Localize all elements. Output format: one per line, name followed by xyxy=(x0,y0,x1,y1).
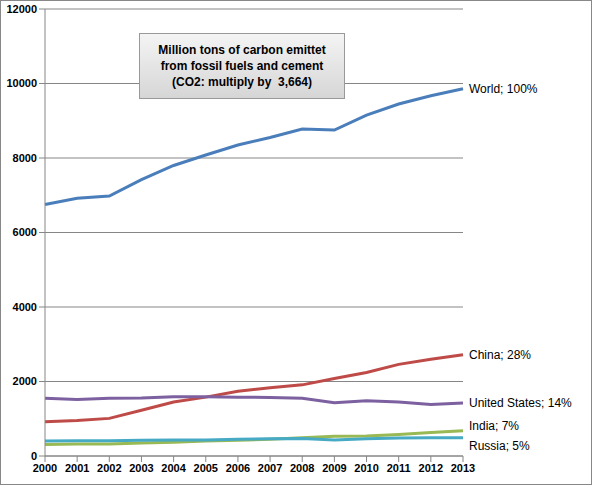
svg-text:India; 7%: India; 7% xyxy=(469,419,519,433)
svg-text:2006: 2006 xyxy=(226,462,250,474)
svg-text:0: 0 xyxy=(31,450,37,462)
svg-text:12000: 12000 xyxy=(8,3,37,15)
svg-text:2004: 2004 xyxy=(161,462,186,474)
svg-text:2001: 2001 xyxy=(65,462,89,474)
svg-text:China; 28%: China; 28% xyxy=(469,348,531,362)
svg-text:World; 100%: World; 100% xyxy=(469,82,538,96)
svg-text:2002: 2002 xyxy=(97,462,121,474)
svg-text:2000: 2000 xyxy=(33,462,57,474)
svg-text:2005: 2005 xyxy=(194,462,218,474)
svg-text:2012: 2012 xyxy=(419,462,443,474)
svg-text:2010: 2010 xyxy=(354,462,378,474)
svg-text:2000: 2000 xyxy=(13,375,37,387)
svg-text:4000: 4000 xyxy=(13,301,37,313)
svg-text:2003: 2003 xyxy=(129,462,153,474)
svg-text:2009: 2009 xyxy=(322,462,346,474)
svg-text:10000: 10000 xyxy=(8,77,37,89)
svg-text:2011: 2011 xyxy=(387,462,411,474)
svg-text:2013: 2013 xyxy=(451,462,475,474)
svg-text:2007: 2007 xyxy=(258,462,282,474)
html-text:Million tons of carbon emittet: Million tons of carbon emittet from foss… xyxy=(158,43,326,89)
svg-text:Russia; 5%: Russia; 5% xyxy=(469,439,530,453)
svg-text:United States; 14%: United States; 14% xyxy=(469,396,572,410)
svg-text:8000: 8000 xyxy=(13,152,37,164)
svg-text:2008: 2008 xyxy=(290,462,314,474)
svg-text:6000: 6000 xyxy=(13,226,37,238)
